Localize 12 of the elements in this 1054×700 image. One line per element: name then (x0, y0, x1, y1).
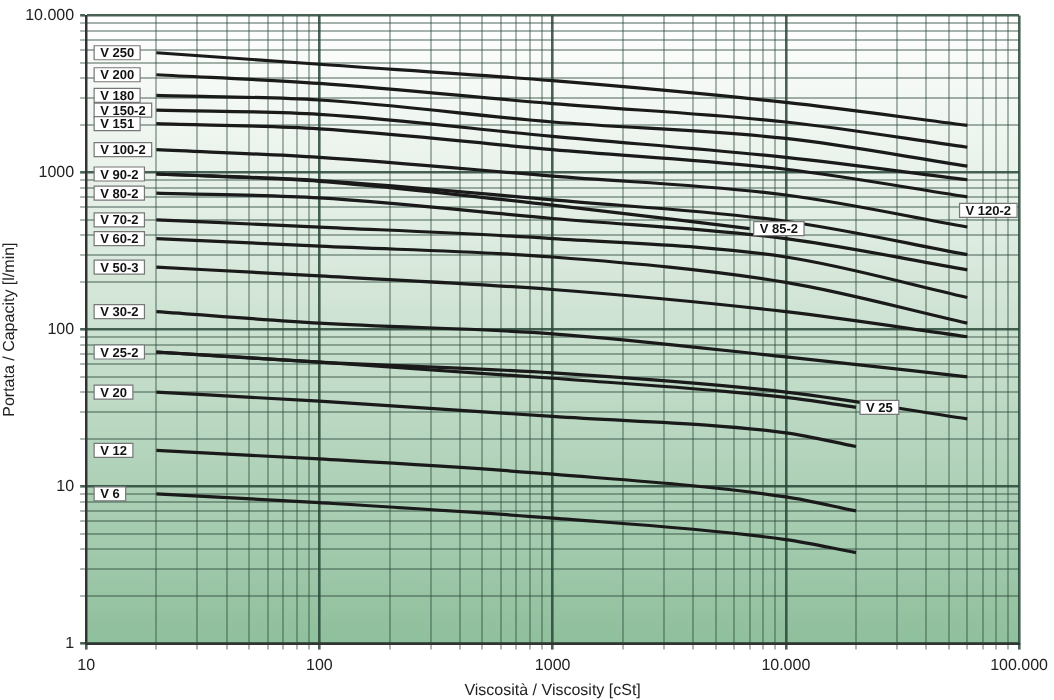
y-tick-label: 1000 (38, 163, 76, 182)
x-tick-label: 100 (306, 655, 334, 674)
y-tick-label: 10.000 (25, 6, 76, 25)
x-axis-title: Viscosità / Viscosity [cSt] (464, 680, 641, 699)
x-tick-label: 10 (77, 655, 97, 674)
y-tick-label: 100 (47, 320, 76, 339)
y-axis-title: Portata / Capacity [l/min] (0, 242, 19, 417)
y-tick-label: 1 (65, 634, 76, 653)
x-tick-label: 100.000 (990, 655, 1050, 674)
y-tick-label: 10 (56, 477, 76, 496)
x-tick-label: 10.000 (761, 655, 812, 674)
x-tick-label: 1000 (534, 655, 572, 674)
